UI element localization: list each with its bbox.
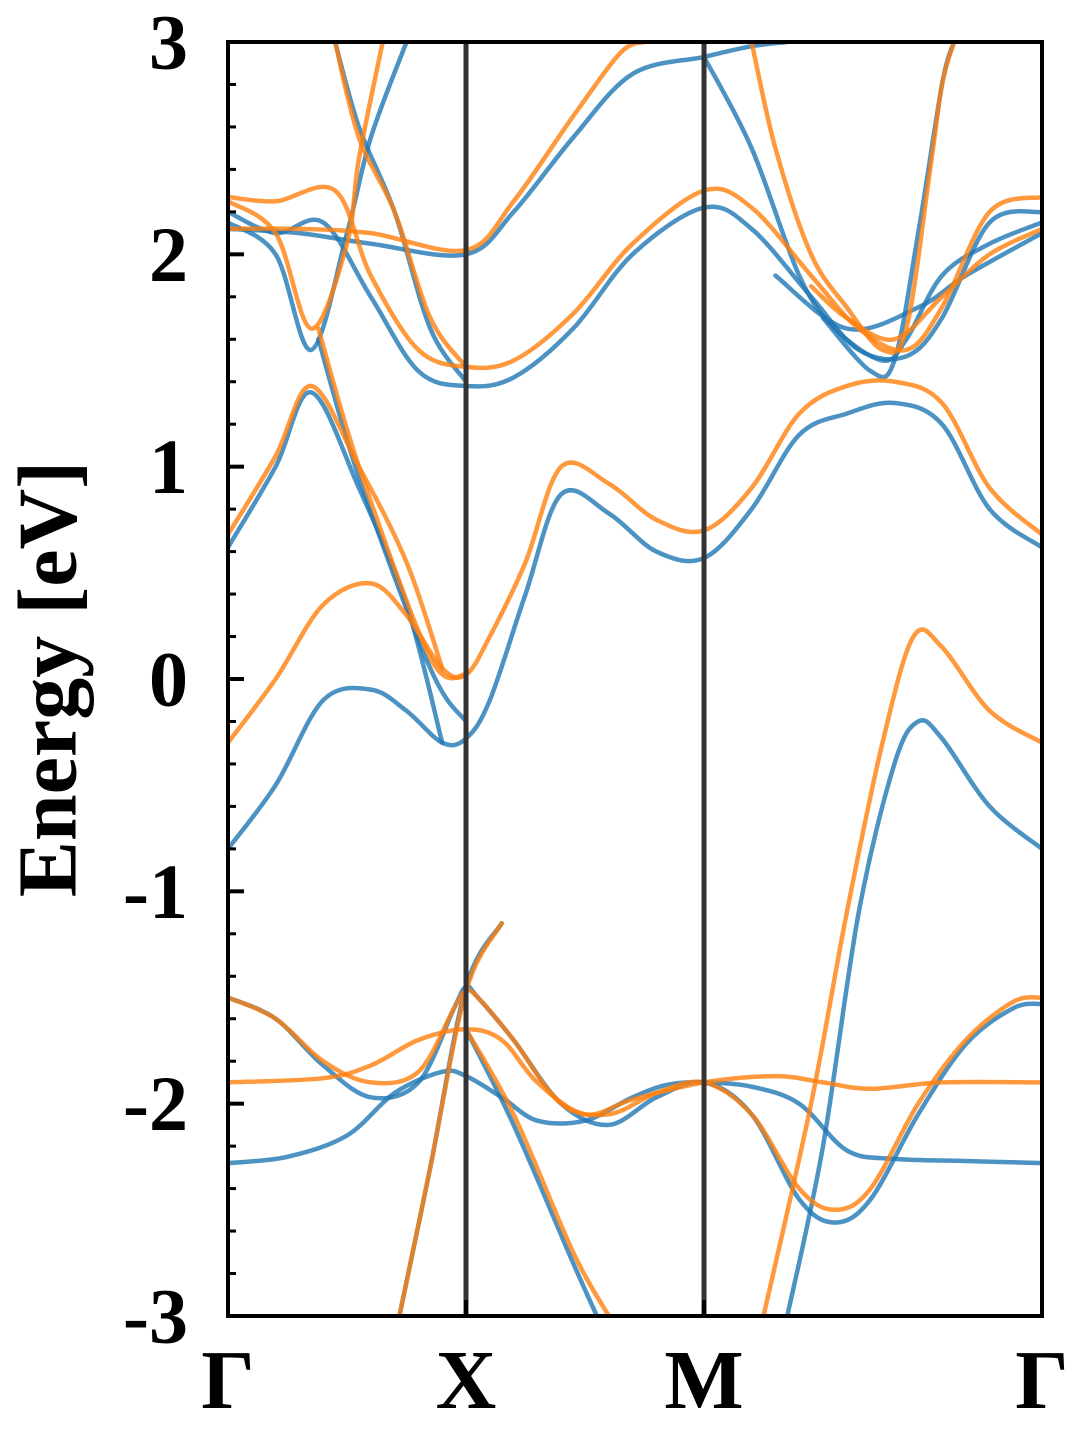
band-line-series2-10 — [228, 42, 647, 254]
band-line-series2-8 — [316, 326, 469, 681]
band-line-series2-11 — [228, 42, 385, 331]
y-tick-label: 0 — [149, 636, 188, 723]
band-line-series1-8 — [316, 337, 469, 724]
band-line-series2-14 — [808, 226, 1042, 342]
y-tick-label: -1 — [123, 848, 188, 935]
y-tick-label: 3 — [149, 0, 188, 86]
y-tick-label: -2 — [123, 1060, 188, 1147]
band-line-series2-13 — [749, 42, 957, 355]
y-tick-label: -3 — [123, 1273, 188, 1360]
y-tick-label: 1 — [149, 423, 188, 510]
band-line-series1-2 — [228, 984, 1042, 1225]
band-line-series1-5 — [785, 718, 1042, 1316]
symmetry-lines — [463, 42, 707, 1316]
band-line-series2-2 — [228, 987, 1042, 1213]
band-line-series1-10 — [228, 42, 790, 258]
band-line-series1-4 — [463, 1027, 600, 1316]
y-axis: -3 -2 -1 0 1 2 3 — [123, 0, 244, 1360]
band-line-series2-4 — [463, 1027, 612, 1316]
band-line-series2-7 — [228, 383, 445, 671]
x-tick-label: Γ — [1015, 1334, 1068, 1427]
bands-layer — [228, 42, 1042, 1316]
x-tick-label: Γ — [201, 1334, 254, 1427]
band-line-series1-11 — [228, 42, 409, 353]
band-line-series2-5 — [761, 627, 1042, 1316]
band-line-series1-15 — [773, 230, 1042, 332]
band-line-series2-3 — [397, 920, 504, 1316]
band-line-series2-9 — [228, 184, 1042, 371]
x-tick-label: X — [436, 1334, 497, 1427]
band-line-series1-3 — [397, 920, 504, 1316]
band-line-series2-12 — [332, 42, 469, 370]
band-line-series1-6 — [228, 400, 1042, 852]
y-tick-label: 2 — [149, 211, 188, 298]
band-line-series1-9 — [228, 204, 1042, 389]
band-line-series2-6 — [228, 378, 1042, 745]
x-tick-label: M — [664, 1334, 743, 1427]
y-axis-label: Energy [eV] — [2, 461, 95, 897]
